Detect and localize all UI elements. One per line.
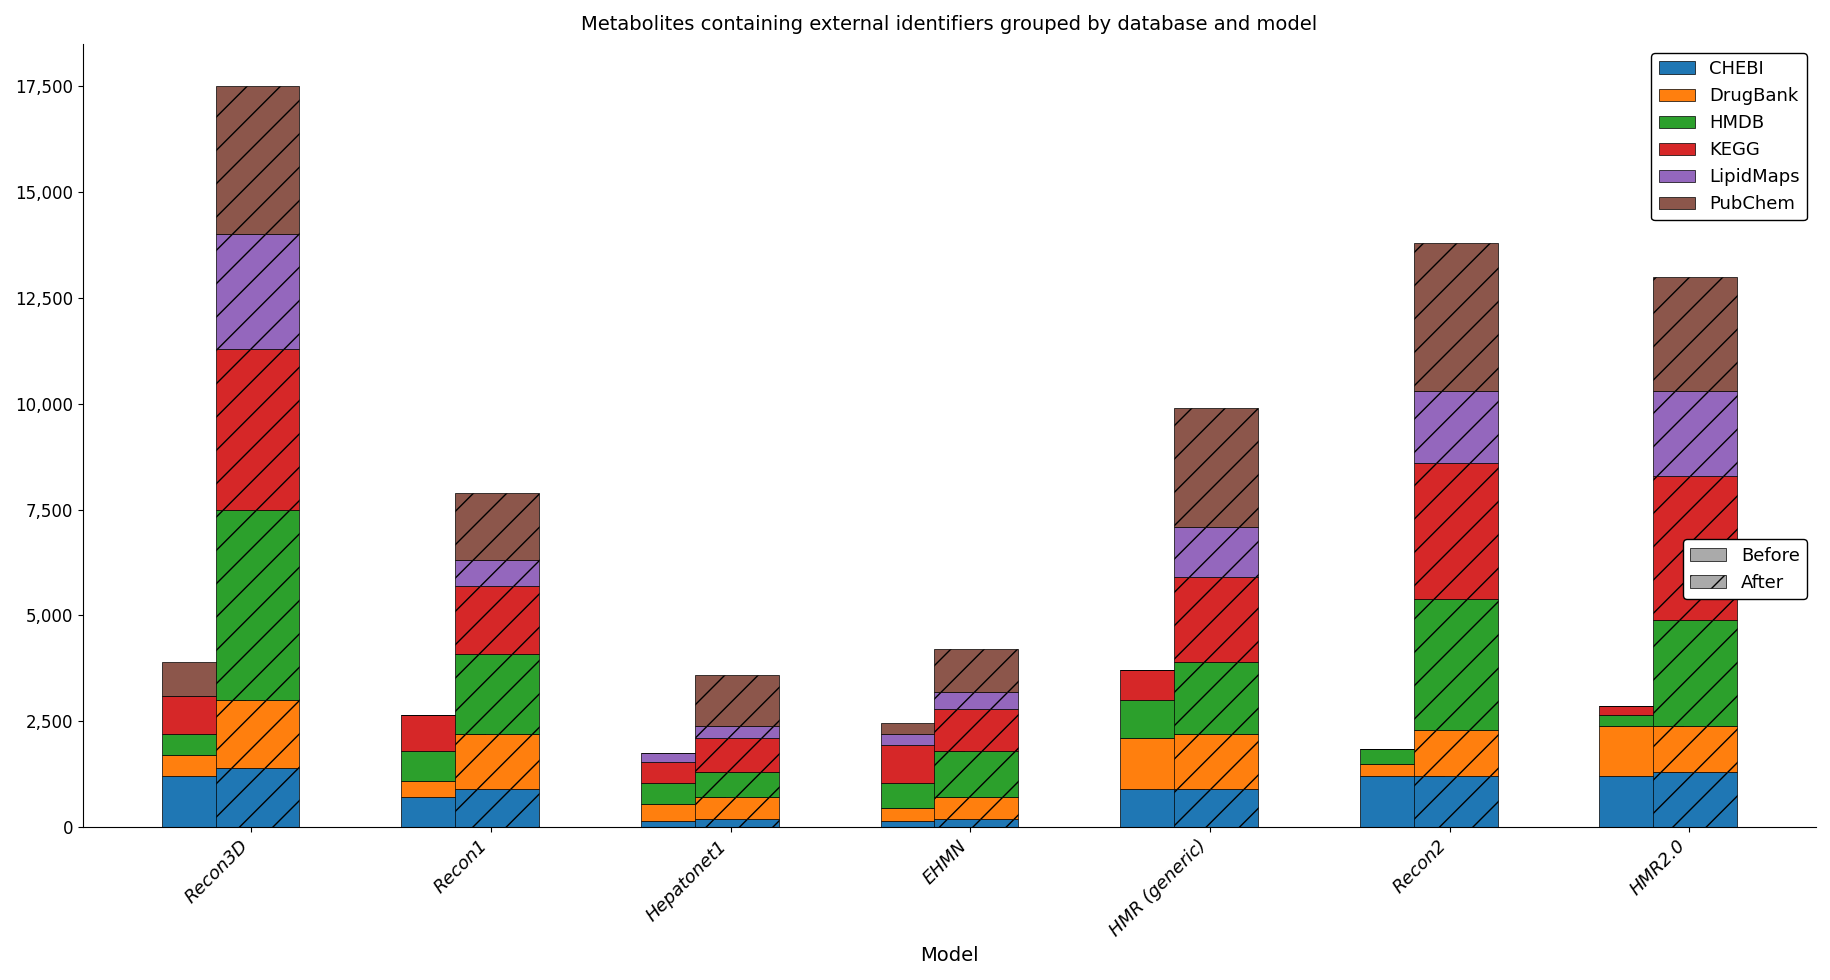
Bar (401, 780, 485, 798)
Bar (1120, 789, 1204, 827)
Bar (401, 751, 485, 780)
Bar (1599, 725, 1682, 776)
Bar (456, 586, 538, 654)
Title: Metabolites containing external identifiers grouped by database and model: Metabolites containing external identifi… (580, 15, 1318, 34)
Bar (1173, 577, 1257, 662)
Bar (456, 654, 538, 734)
Bar (216, 768, 300, 827)
Bar (1413, 730, 1497, 776)
Bar (880, 821, 964, 827)
Bar (456, 561, 538, 586)
Bar (1173, 526, 1257, 577)
Bar (1413, 243, 1497, 391)
Bar (1120, 670, 1204, 700)
Bar (694, 674, 778, 725)
Bar (880, 783, 964, 808)
Bar (1173, 789, 1257, 827)
Bar (694, 772, 778, 798)
Bar (694, 725, 778, 738)
Bar (880, 723, 964, 734)
Bar (694, 798, 778, 818)
Legend: Before, After: Before, After (1682, 539, 1806, 599)
Bar (1652, 619, 1737, 725)
Bar (933, 818, 1017, 827)
Bar (1360, 776, 1442, 827)
Bar (1413, 391, 1497, 463)
Bar (216, 700, 300, 768)
Bar (1652, 276, 1737, 391)
Bar (694, 818, 778, 827)
Bar (1173, 662, 1257, 734)
Bar (1652, 475, 1737, 619)
Bar (401, 798, 485, 827)
Bar (216, 349, 300, 510)
Bar (1413, 599, 1497, 730)
Bar (933, 709, 1017, 751)
Bar (933, 751, 1017, 798)
Bar (161, 662, 245, 696)
Bar (161, 776, 245, 827)
Bar (640, 804, 725, 821)
Bar (1173, 734, 1257, 789)
Bar (1360, 749, 1442, 763)
Bar (933, 650, 1017, 692)
Bar (216, 234, 300, 349)
Bar (456, 734, 538, 789)
Bar (1652, 772, 1737, 827)
Bar (640, 821, 725, 827)
Bar (1413, 463, 1497, 599)
Bar (1599, 776, 1682, 827)
Bar (640, 761, 725, 783)
Bar (694, 738, 778, 772)
Bar (640, 753, 725, 761)
Bar (161, 696, 245, 734)
Bar (1652, 391, 1737, 475)
Bar (1120, 738, 1204, 789)
Bar (1652, 725, 1737, 772)
Bar (880, 745, 964, 783)
Bar (1599, 715, 1682, 725)
Bar (933, 692, 1017, 709)
Bar (640, 783, 725, 804)
Bar (933, 798, 1017, 818)
Bar (880, 808, 964, 821)
X-axis label: Model: Model (920, 946, 979, 965)
Bar (1599, 707, 1682, 715)
Bar (216, 86, 300, 234)
Bar (1413, 776, 1497, 827)
Bar (456, 493, 538, 561)
Bar (161, 756, 245, 776)
Bar (401, 715, 485, 751)
Bar (161, 734, 245, 756)
Bar (1173, 408, 1257, 526)
Bar (1120, 700, 1204, 738)
Bar (216, 510, 300, 700)
Bar (880, 734, 964, 745)
Bar (1360, 763, 1442, 776)
Bar (456, 789, 538, 827)
